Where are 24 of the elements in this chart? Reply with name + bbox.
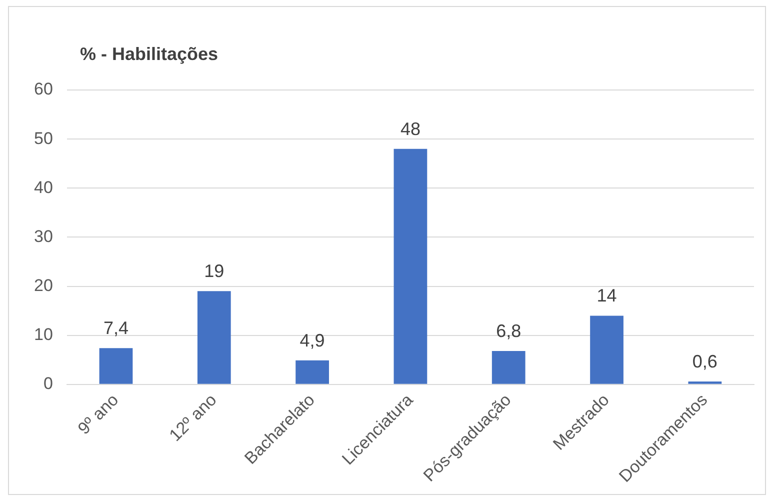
chart-title: % - Habilitações [80,44,218,64]
data-label: 0,6 [692,351,718,372]
data-label: 14 [596,286,617,306]
y-tick-label: 0 [43,374,53,394]
bar [99,348,133,384]
bar [492,351,526,384]
bar [394,148,428,384]
bar [688,381,722,384]
data-label: 4,9 [300,330,325,350]
bar [590,316,624,384]
y-tick-label: 20 [34,276,53,295]
y-tick-label: 60 [34,80,53,99]
data-label: 19 [204,261,224,282]
data-label: 48 [400,118,420,139]
y-tick-label: 40 [34,178,53,197]
y-tick-label: 50 [34,128,53,148]
y-tick-label: 10 [34,325,53,344]
x-tick-label: 9º ano [74,390,122,438]
bar [197,291,231,384]
x-tick-label: 12º ano [166,390,220,445]
data-label: 7,4 [103,318,129,338]
data-label: 6,8 [496,320,522,341]
bar [296,360,329,384]
y-tick-label: 30 [34,226,53,246]
